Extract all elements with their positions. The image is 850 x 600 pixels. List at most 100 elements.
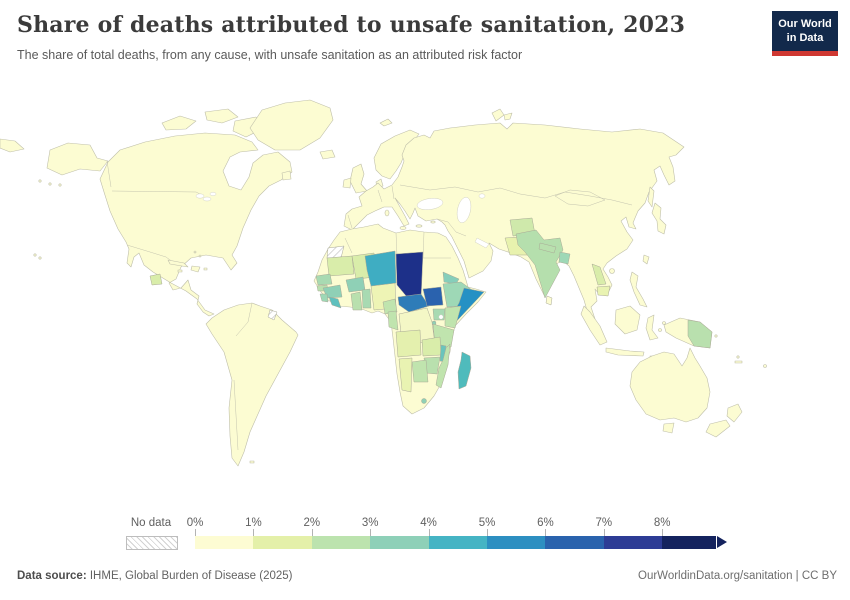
ireland xyxy=(342,177,352,189)
landmass-australia[interactable] xyxy=(629,347,711,423)
great-lakes xyxy=(209,191,217,196)
country-congo[interactable] xyxy=(387,310,399,331)
japan[interactable] xyxy=(651,202,667,235)
aleutian-islands xyxy=(38,179,42,183)
legend-segment-8[interactable] xyxy=(662,536,717,549)
country-bangladesh[interactable] xyxy=(558,251,571,265)
country-ghana[interactable] xyxy=(350,291,363,311)
country-togo-benin[interactable] xyxy=(361,288,372,309)
owid-logo-line1: Our World xyxy=(778,18,832,30)
country-lesotho[interactable] xyxy=(421,398,427,404)
country-botswana[interactable] xyxy=(411,359,429,383)
sulawesi[interactable] xyxy=(645,314,659,341)
philippines[interactable] xyxy=(629,271,648,308)
legend-segment-5[interactable] xyxy=(486,536,546,549)
country-mauritania[interactable] xyxy=(326,255,355,277)
legend-tick-mark xyxy=(428,529,430,536)
country-french-guiana-no-data[interactable] xyxy=(267,309,278,321)
bahamas xyxy=(193,250,197,254)
landmass-alaska[interactable] xyxy=(46,142,109,176)
cyprus xyxy=(430,220,436,224)
legend-tick-label-5%: 5% xyxy=(478,517,496,529)
hispaniola xyxy=(190,265,201,273)
legend-tick-mark xyxy=(545,529,547,536)
country-western-sahara-no-data[interactable] xyxy=(326,245,345,259)
legend-tick-label-7%: 7% xyxy=(595,517,613,529)
sardinia xyxy=(384,209,390,217)
legend-tick-label-8%: 8% xyxy=(653,517,671,529)
sicily xyxy=(399,226,407,230)
united-kingdom[interactable] xyxy=(349,163,368,194)
legend-segment-2[interactable] xyxy=(311,536,371,549)
legend-segment-3[interactable] xyxy=(370,536,429,549)
persian-gulf xyxy=(474,237,490,249)
legend-no-data-label: No data xyxy=(130,517,172,529)
legend-no-data-swatch[interactable] xyxy=(126,536,178,550)
page-title: Share of deaths attributed to unsafe san… xyxy=(17,12,686,38)
novaya-zemlya xyxy=(491,108,505,122)
legend-segment-7[interactable] xyxy=(603,536,663,549)
legend-segment-0[interactable] xyxy=(195,536,254,549)
country-south-sudan[interactable] xyxy=(422,286,444,307)
legend-tick-mark xyxy=(253,529,255,536)
choropleth-map-svg[interactable] xyxy=(0,95,850,510)
russia-south-border xyxy=(399,184,633,206)
caspian-sea xyxy=(456,197,472,223)
middle-east-borders xyxy=(436,218,467,237)
country-madagascar[interactable] xyxy=(457,351,472,390)
country-central-african-republic[interactable] xyxy=(397,293,430,313)
country-kenya[interactable] xyxy=(444,305,462,329)
owid-logo[interactable]: Our World in Data xyxy=(772,11,838,56)
sumatra[interactable] xyxy=(580,305,608,346)
legend-tick-label-0%: 0% xyxy=(186,517,204,529)
north-africa-borders xyxy=(344,231,451,259)
legend-tick-label-3%: 3% xyxy=(361,517,379,529)
country-cambodia[interactable] xyxy=(596,285,611,297)
country-india[interactable] xyxy=(515,229,564,299)
country-liberia[interactable] xyxy=(328,296,342,309)
hawaii xyxy=(38,256,42,260)
country-namibia[interactable] xyxy=(398,357,413,393)
brazil-borders xyxy=(235,302,253,337)
landmass-greenland[interactable] xyxy=(249,99,334,151)
mongolia-border xyxy=(554,189,606,207)
java[interactable] xyxy=(605,347,645,357)
country-uganda[interactable] xyxy=(432,308,446,321)
sri-lanka xyxy=(545,295,553,306)
black-sea xyxy=(416,198,444,210)
legend-segment-4[interactable] xyxy=(428,536,487,549)
country-laos[interactable] xyxy=(591,263,607,286)
country-angola[interactable] xyxy=(395,329,422,358)
legend-tick-mark xyxy=(311,529,313,536)
country-niger[interactable] xyxy=(364,250,397,287)
aleutian-islands xyxy=(48,182,52,186)
alaska-canada-border xyxy=(106,160,112,188)
novaya-zemlya xyxy=(503,112,513,121)
landmass-south-america[interactable] xyxy=(205,302,299,467)
legend-segment-1[interactable] xyxy=(253,536,312,549)
country-senegal[interactable] xyxy=(315,273,333,286)
data-source-note: Data source: IHME, Global Burden of Dise… xyxy=(17,570,293,582)
country-papua-new-guinea[interactable] xyxy=(687,319,713,349)
country-nepal[interactable] xyxy=(538,242,557,254)
aleutian-islands xyxy=(58,183,62,187)
world-map[interactable] xyxy=(0,95,850,510)
country-mozambique[interactable] xyxy=(435,343,451,389)
legend-segment-6[interactable] xyxy=(545,536,604,549)
country-zambia[interactable] xyxy=(421,336,442,357)
arctic-islands xyxy=(161,115,197,131)
country-cameroon[interactable] xyxy=(382,298,398,315)
borneo[interactable] xyxy=(614,305,641,335)
country-sierra-leone[interactable] xyxy=(319,293,329,303)
chart-subtitle: The share of total deaths, from any caus… xyxy=(17,48,523,62)
data-source-text: IHME, Global Burden of Disease (2025) xyxy=(86,570,293,582)
taiwan xyxy=(642,254,650,265)
legend-tick-label-6%: 6% xyxy=(537,517,554,529)
legend-tick-mark xyxy=(662,529,664,536)
landmass-north-america[interactable] xyxy=(99,132,293,317)
country-guatemala[interactable] xyxy=(149,273,163,286)
legend-color-bar[interactable] xyxy=(195,536,717,549)
sakhalin xyxy=(647,186,655,208)
owid-logo-line2: in Data xyxy=(786,32,824,45)
attribution-link[interactable]: OurWorldinData.org/sanitation | CC BY xyxy=(638,570,837,582)
